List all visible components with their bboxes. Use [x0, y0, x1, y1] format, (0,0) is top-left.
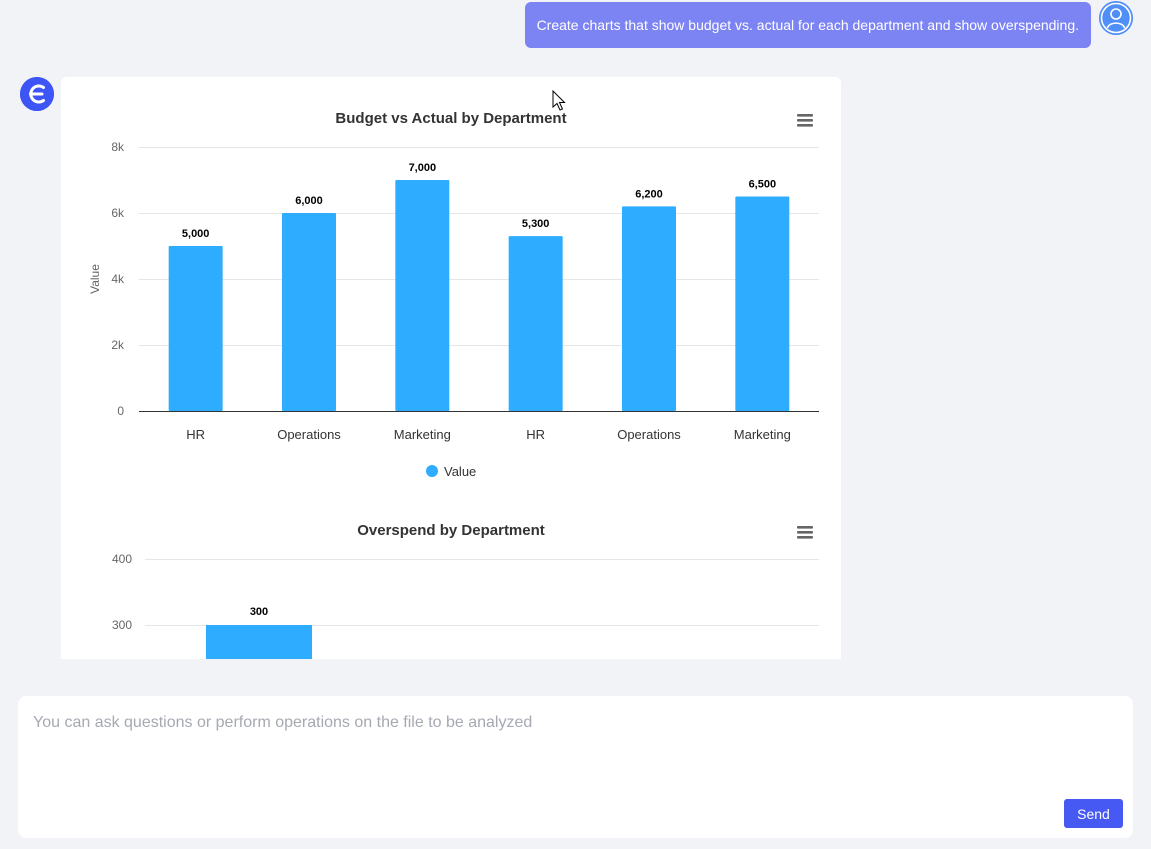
- chart1-y-tick-label: 2k: [111, 338, 125, 352]
- user-message-bubble: Create charts that show budget vs. actua…: [524, 2, 1091, 48]
- chart1-y-tick-label: 0: [117, 404, 124, 418]
- chart1-data-label: 5,000: [182, 228, 210, 240]
- chart2-bar[interactable]: [206, 625, 312, 659]
- chart1-data-label: 6,000: [295, 195, 323, 207]
- chart1-bar[interactable]: [622, 206, 676, 411]
- chart1-x-tick-label: Marketing: [734, 427, 791, 442]
- chart1-y-tick-label: 8k: [111, 140, 125, 154]
- charts-svg: Budget vs Actual by Department Value 0 2k…: [88, 110, 819, 659]
- chart1-bar[interactable]: [508, 236, 563, 411]
- assistant-logo-icon: [20, 77, 54, 111]
- chart1-legend-label: Value: [444, 464, 476, 479]
- chart1-bar[interactable]: [168, 246, 223, 411]
- chart1-y-tick-label: 4k: [111, 272, 125, 286]
- chart1-x-tick-label: Operations: [617, 427, 681, 442]
- chart2-y-tick-label: 300: [112, 618, 132, 632]
- chart1-x-tick-label: Marketing: [394, 427, 451, 442]
- send-button[interactable]: Send: [1064, 799, 1123, 828]
- chart2-data-label: 300: [250, 606, 268, 618]
- chart1-x-tick-label: HR: [186, 427, 205, 442]
- legend-marker-icon: [426, 465, 438, 477]
- user-icon: [1099, 1, 1133, 35]
- chart1-y-axis-label: Value: [88, 264, 102, 294]
- chart2-y-tick-label: 400: [112, 552, 132, 566]
- user-message-text: Create charts that show budget vs. actua…: [536, 17, 1079, 33]
- chart1-bar[interactable]: [735, 196, 790, 412]
- chart1-y-tick-label: 6k: [111, 206, 125, 220]
- chart1-legend[interactable]: Value: [426, 464, 476, 479]
- hamburger-menu-icon[interactable]: [797, 526, 813, 539]
- chart1-bar[interactable]: [395, 180, 450, 411]
- chart1-bar[interactable]: [282, 213, 336, 411]
- chart2-title: Overspend by Department: [357, 522, 545, 539]
- chart-card: Budget vs Actual by Department Value 0 2k…: [61, 77, 841, 659]
- chat-input[interactable]: [33, 714, 1113, 784]
- chart1-x-tick-label: Operations: [277, 427, 341, 442]
- hamburger-menu-icon[interactable]: [797, 114, 813, 127]
- chat-composer: Send: [18, 696, 1133, 838]
- chart1-data-label: 6,500: [749, 179, 777, 191]
- chart1-data-label: 6,200: [635, 188, 663, 200]
- chart1-data-label: 5,300: [522, 218, 550, 230]
- chart1-title: Budget vs Actual by Department: [335, 110, 566, 127]
- chart1-data-label: 7,000: [409, 162, 437, 174]
- chart1-x-tick-label: HR: [526, 427, 545, 442]
